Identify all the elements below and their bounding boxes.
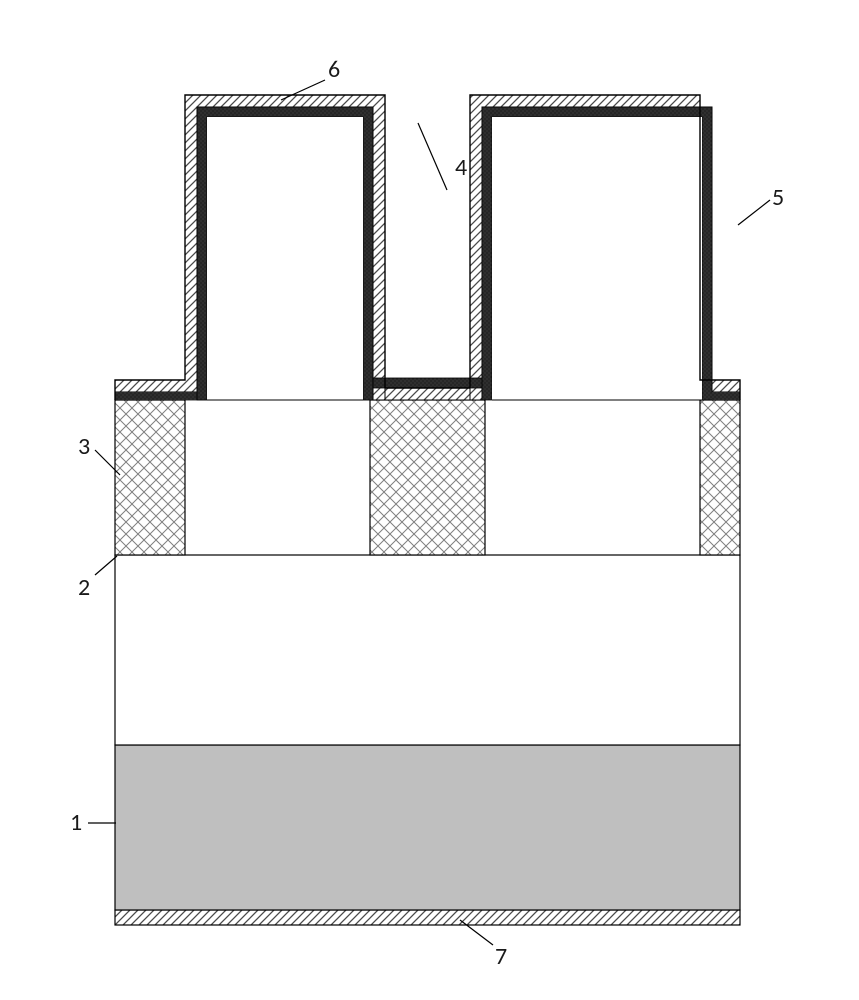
label-7: 7: [495, 942, 507, 971]
fin-right-interior: [492, 117, 702, 400]
electrode-gap-bottom-strip: [373, 378, 482, 388]
leader-4: [418, 123, 447, 190]
label-5: 5: [772, 183, 784, 212]
trench-fill-right: [700, 400, 740, 555]
leader-5: [738, 200, 770, 225]
layer-bottom-contact: [115, 910, 740, 925]
diagram-stage: 1 2 3 4 5 6 7: [0, 0, 859, 1000]
trench-fill-left: [115, 400, 185, 555]
label-4: 4: [455, 153, 467, 182]
label-6: 6: [328, 55, 340, 84]
label-3: 3: [78, 432, 90, 461]
layer-substrate: [115, 745, 740, 910]
layer-epi: [115, 555, 740, 745]
dielectric-gap-bottom: [385, 388, 470, 400]
fin-left-interior: [207, 117, 363, 400]
electrode-left-edge: [115, 392, 197, 400]
label-2: 2: [78, 573, 90, 602]
trench-fill-center: [370, 400, 485, 555]
label-1: 1: [70, 808, 82, 837]
electrode-right-edge: [712, 392, 740, 400]
leader-2: [95, 556, 117, 575]
cross-section-diagram: [0, 0, 859, 1000]
